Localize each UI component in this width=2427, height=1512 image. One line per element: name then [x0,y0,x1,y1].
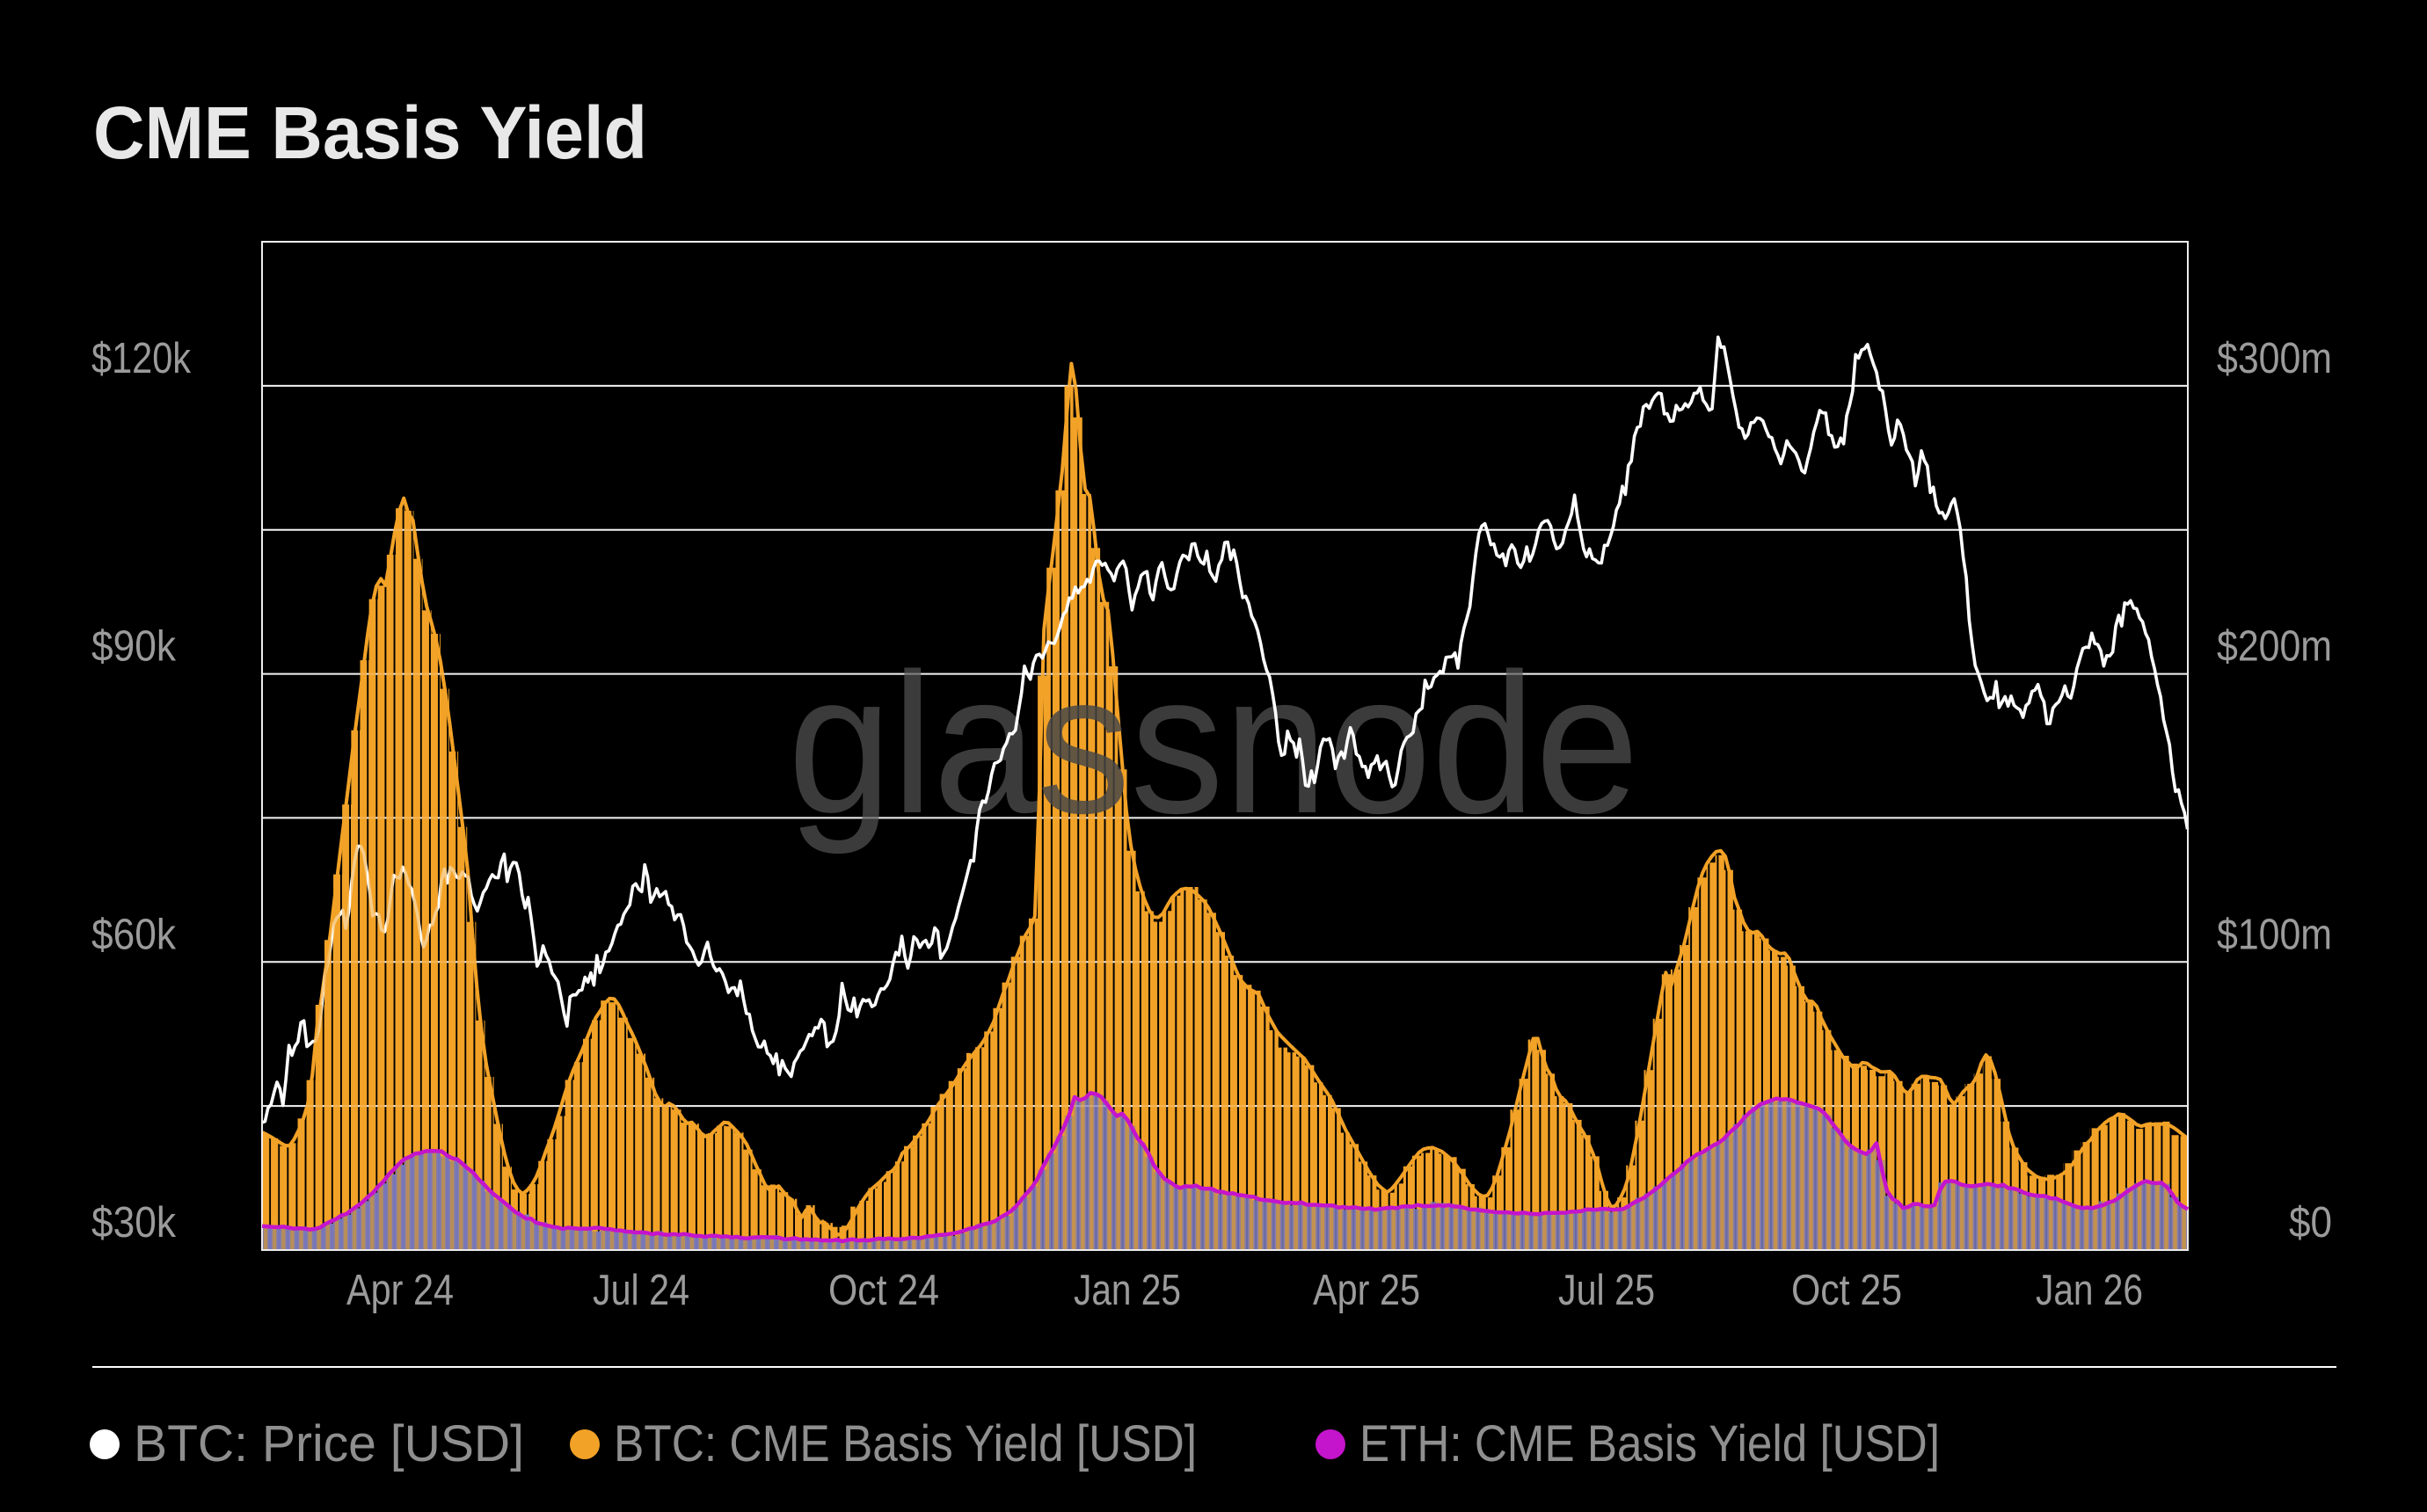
svg-text:glassnode: glassnode [788,633,1639,855]
svg-text:CME Basis Yield: CME Basis Yield [93,91,647,174]
svg-text:$120k: $120k [91,335,191,382]
svg-text:BTC: CME Basis Yield [USD]: BTC: CME Basis Yield [USD] [614,1415,1197,1472]
svg-text:Apr 24: Apr 24 [346,1267,454,1314]
svg-text:Jan 25: Jan 25 [1074,1267,1181,1314]
svg-text:$90k: $90k [91,623,176,671]
svg-text:BTC: Price [USD]: BTC: Price [USD] [134,1415,524,1472]
svg-text:$60k: $60k [91,911,176,958]
svg-text:Apr 25: Apr 25 [1313,1267,1420,1314]
svg-text:$0: $0 [2289,1199,2332,1247]
svg-text:ETH: CME Basis Yield [USD]: ETH: CME Basis Yield [USD] [1359,1415,1940,1472]
svg-text:$30k: $30k [91,1199,176,1247]
svg-text:Jul 24: Jul 24 [593,1267,689,1314]
svg-text:$200m: $200m [2217,623,2332,671]
svg-text:$100m: $100m [2217,911,2332,958]
svg-text:Jan 26: Jan 26 [2036,1267,2143,1314]
svg-text:Oct 25: Oct 25 [1791,1267,1902,1314]
svg-text:Jul 25: Jul 25 [1558,1267,1655,1314]
svg-text:Oct 24: Oct 24 [828,1267,939,1314]
svg-text:$300m: $300m [2217,335,2332,382]
